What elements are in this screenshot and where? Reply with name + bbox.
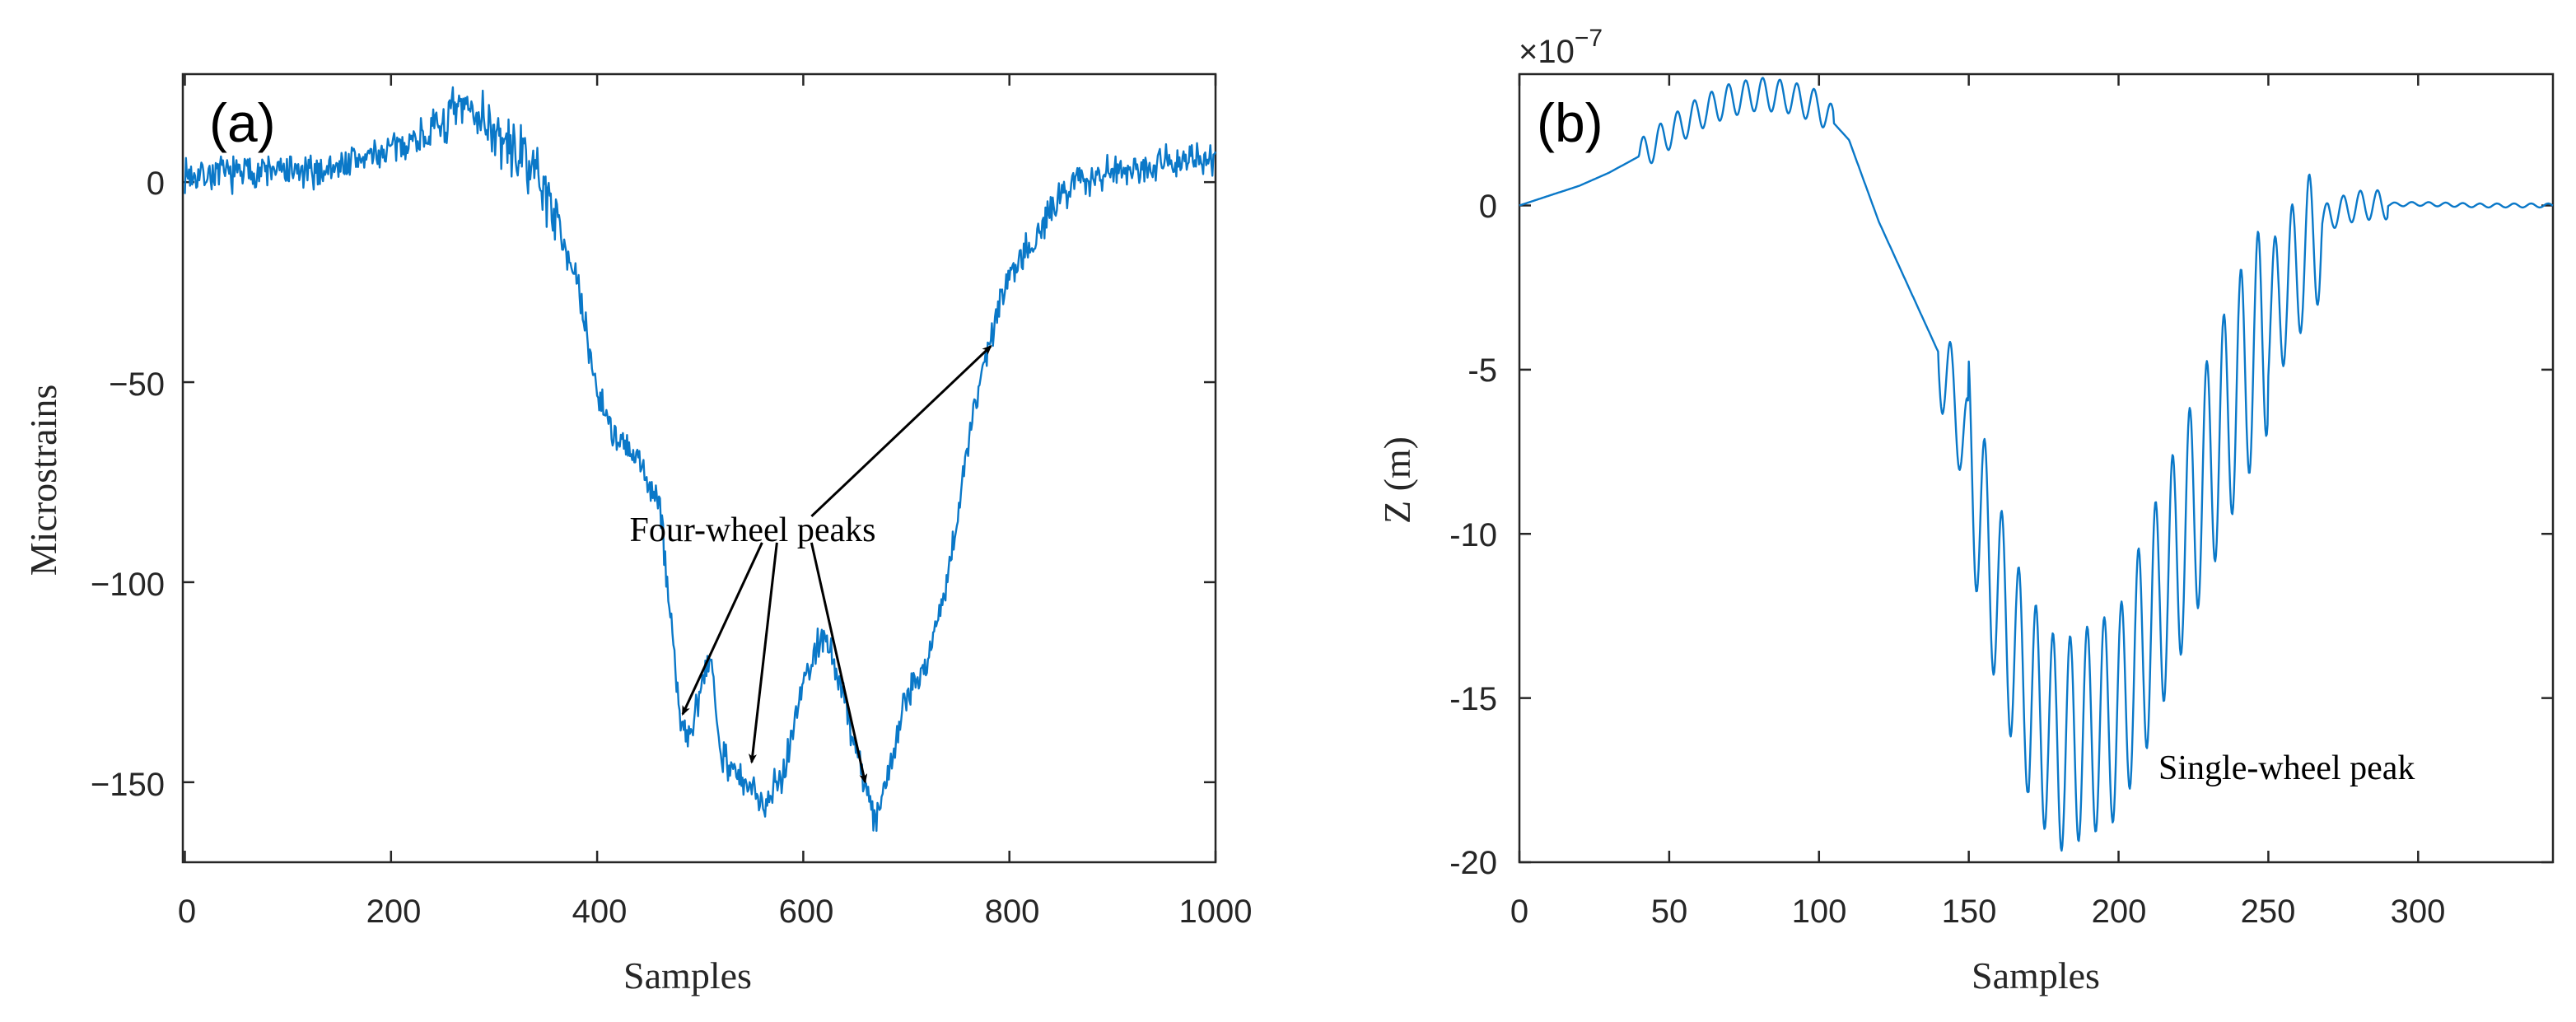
panel-label-a: (a) bbox=[209, 92, 276, 153]
x-tick-label-b: 150 bbox=[1942, 894, 1997, 930]
panel-b: 0 50 100 150 200 250 300 0 -5 -10 -15 -2… bbox=[1376, 25, 2555, 996]
y-tick-label-a: −100 bbox=[91, 567, 165, 603]
panel-a: 0 200 400 600 800 1000 0 −50 −100 −150 S… bbox=[22, 72, 1253, 996]
annotation-four-wheel-peaks: Four-wheel peaks bbox=[630, 511, 876, 549]
y-tick-label-b: -10 bbox=[1449, 517, 1497, 553]
y-axis-title-a: Microstrains bbox=[22, 385, 64, 576]
x-tick-label-b: 100 bbox=[1792, 894, 1847, 930]
x-tick-label-a: 0 bbox=[178, 894, 196, 930]
x-tick-label-b: 200 bbox=[2092, 894, 2147, 930]
x-tick-label-a: 200 bbox=[366, 894, 422, 930]
series-line-b bbox=[1519, 77, 2554, 852]
annotation-arrow bbox=[748, 542, 778, 764]
annotation-arrow bbox=[681, 542, 763, 716]
y-tick-label-b: -20 bbox=[1449, 845, 1497, 881]
annotation-arrows-a bbox=[681, 344, 992, 784]
y-tick-label-b: 0 bbox=[1479, 189, 1497, 225]
plot-frame-b bbox=[1518, 72, 2555, 864]
y-tick-label-b: -5 bbox=[1468, 352, 1497, 389]
y-axis-title-b: Z (m) bbox=[1376, 436, 1418, 524]
x-axis-title-b: Samples bbox=[1972, 954, 2100, 996]
y-scale-multiplier: ×10−7 bbox=[1519, 25, 1603, 70]
x-tick-label-b: 300 bbox=[2391, 894, 2446, 930]
x-tick-label-b: 50 bbox=[1651, 894, 1688, 930]
panel-label-b: (b) bbox=[1537, 92, 1603, 153]
series-line-a bbox=[184, 86, 1217, 833]
y-scale-base: ×10 bbox=[1519, 34, 1575, 70]
plot-frame-a bbox=[181, 72, 1217, 864]
annotation-arrow bbox=[810, 344, 992, 518]
x-tick-label-a: 400 bbox=[572, 894, 628, 930]
x-tick-label-b: 0 bbox=[1510, 894, 1528, 930]
x-axis-title-a: Samples bbox=[623, 954, 752, 996]
y-tick-label-b: -15 bbox=[1449, 681, 1497, 717]
y-tick-label-a: −50 bbox=[109, 366, 165, 403]
y-scale-exponent: −7 bbox=[1575, 25, 1603, 52]
x-tick-label-b: 250 bbox=[2241, 894, 2296, 930]
x-tick-label-a: 1000 bbox=[1179, 894, 1253, 930]
tick-marks-b bbox=[1518, 74, 2553, 864]
x-tick-label-a: 600 bbox=[779, 894, 834, 930]
annotation-single-wheel-peak: Single-wheel peak bbox=[2158, 749, 2415, 787]
y-tick-label-a: −150 bbox=[91, 767, 165, 803]
y-tick-label-a: 0 bbox=[147, 166, 165, 202]
x-tick-label-a: 800 bbox=[985, 894, 1040, 930]
annotation-arrow bbox=[810, 542, 868, 784]
